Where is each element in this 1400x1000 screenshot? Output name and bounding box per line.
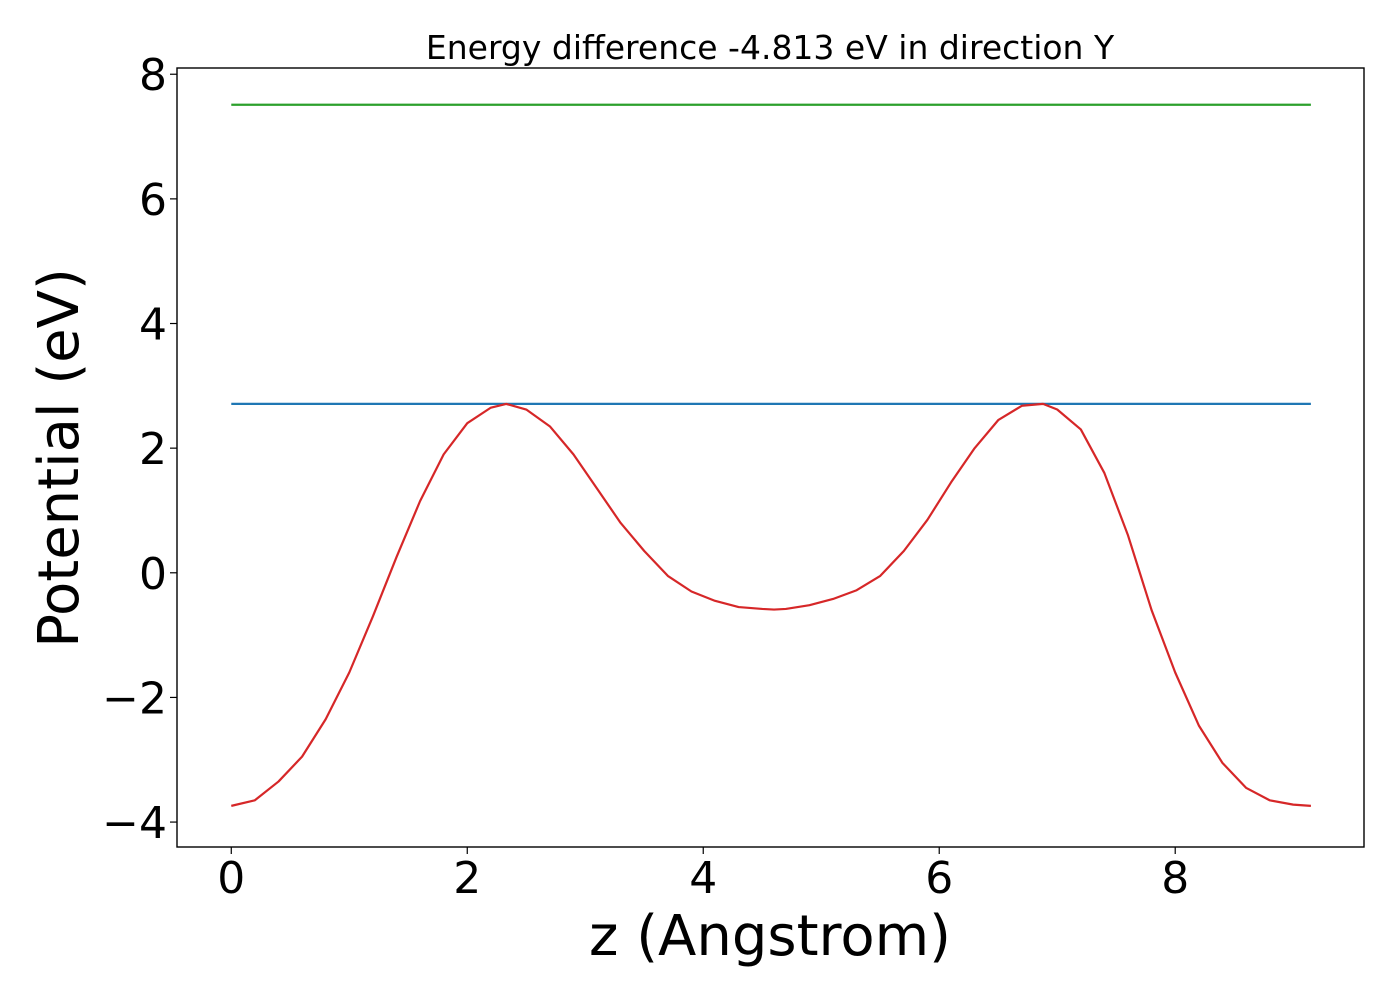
x-axis: 0 2 4 6 8 — [217, 847, 1189, 904]
y-axis-label: Potential (eV) — [27, 268, 92, 648]
x-tick-label: 2 — [453, 853, 481, 904]
x-tick-label: 8 — [1161, 853, 1189, 904]
chart-title: Energy difference -4.813 eV in direction… — [426, 28, 1115, 67]
y-tick-label: 4 — [139, 300, 167, 351]
y-tick-label: −4 — [102, 798, 167, 849]
x-axis-label: z (Angstrom) — [589, 904, 951, 969]
plot-frame — [176, 67, 1365, 848]
x-tick-label: 4 — [689, 853, 717, 904]
y-tick-label: 8 — [139, 50, 167, 101]
series-line-3 — [231, 402, 1311, 807]
y-axis: −4 −2 0 2 4 6 8 — [102, 50, 177, 849]
y-tick-label: 6 — [139, 175, 167, 226]
y-tick-label: 2 — [139, 424, 167, 475]
x-tick-label: 6 — [925, 853, 953, 904]
y-tick-label: 0 — [139, 549, 167, 600]
x-tick-label: 0 — [217, 853, 245, 904]
y-tick-label: −2 — [102, 673, 167, 724]
plot-content — [231, 103, 1311, 807]
